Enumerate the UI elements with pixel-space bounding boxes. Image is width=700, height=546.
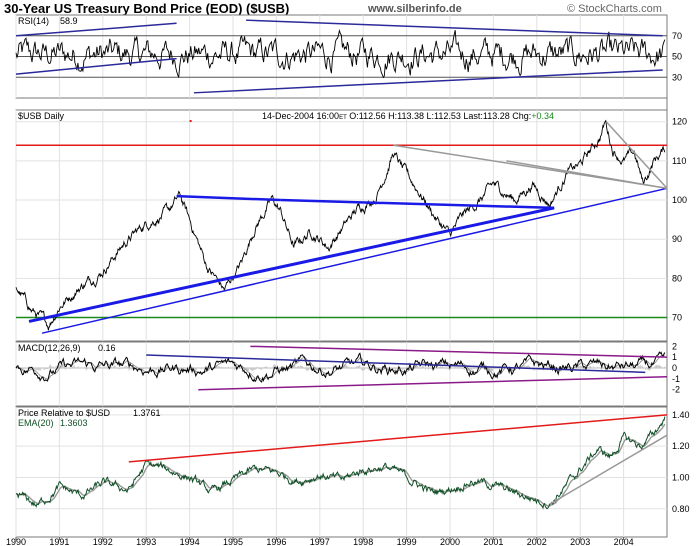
macd-trendline	[198, 375, 668, 391]
ema-value: 1.3603	[60, 418, 88, 428]
price-trendline	[176, 194, 281, 202]
price-trendline	[280, 198, 555, 210]
macd-tick-label: 2	[672, 341, 677, 351]
macd-tick-label: 0	[672, 363, 677, 373]
rsi-tick-label: 70	[672, 31, 682, 41]
price-tick-label: 100	[672, 195, 687, 205]
price-tick-label: 70	[672, 313, 682, 323]
rsi-trendline	[15, 22, 177, 37]
rsi-tick-label: 50	[672, 52, 682, 62]
x-tick-label: 2004	[614, 537, 634, 546]
price-tick-label: 80	[672, 273, 682, 283]
macd-tick-label: -2	[672, 385, 680, 395]
rsi-trendline	[245, 19, 663, 37]
info-high: H:113.38	[386, 111, 424, 121]
x-tick-label: 1991	[49, 537, 69, 546]
price-tick-label: 110	[672, 156, 686, 166]
x-tick-label: 1997	[310, 537, 330, 546]
rel-tick-label: 1.40	[672, 410, 690, 420]
rel-tick-label: 1.00	[672, 472, 690, 482]
x-tick-label: 1996	[266, 537, 286, 546]
macd-label: MACD(12,26,9)	[18, 343, 81, 353]
price-info-line: 14-Dec-2004 16:00ET O:112.56 H:113.38 L:…	[262, 111, 554, 121]
x-tick-label: 2003	[570, 537, 590, 546]
rel-line	[15, 416, 666, 510]
x-tick-label: 1998	[353, 537, 373, 546]
ema-label: EMA(20)	[18, 418, 54, 428]
price-label: $USB Daily	[18, 111, 65, 121]
macd-value: 0.16	[98, 343, 116, 353]
macd-trendline	[146, 354, 646, 374]
x-tick-label: 1990	[6, 537, 26, 546]
rel-value: 1.3761	[133, 408, 161, 418]
x-tick-label: 1994	[180, 537, 200, 546]
panel-frame-rel	[15, 406, 668, 538]
x-tick-label: 1995	[223, 537, 243, 546]
rel-label: Price Relative to $USD	[18, 408, 111, 418]
macd-tick-label: -1	[672, 374, 680, 384]
site-watermark: www.silberinfo.de	[368, 3, 462, 15]
price-trendline	[605, 121, 668, 189]
rel-tick-label: 1.20	[672, 441, 690, 451]
info-chg_label: Chg:	[510, 111, 532, 121]
x-tick-label: 2000	[440, 537, 460, 546]
rel-trendline	[128, 414, 668, 463]
price-line	[15, 119, 666, 331]
rsi-line	[15, 28, 666, 79]
price-trendline	[41, 187, 668, 334]
rsi-value: 58.9	[60, 16, 78, 26]
stockcharts-credit: © StockCharts.com	[567, 3, 662, 15]
rsi-trendline	[193, 69, 663, 94]
info-date: 14-Dec-2004 16:00	[262, 111, 339, 121]
info-chg-value: +0.34	[531, 111, 554, 121]
price-marker	[189, 120, 192, 122]
info-last: Last:113.28	[461, 111, 510, 121]
x-tick-label: 1999	[397, 537, 417, 546]
macd-tick-label: 1	[672, 352, 677, 362]
x-tick-label: 1992	[93, 537, 113, 546]
chart-title: 30-Year US Treasury Bond Price (EOD) ($U…	[4, 1, 290, 16]
x-tick-label: 1993	[136, 537, 156, 546]
info-low: L:112.53	[424, 111, 461, 121]
info-open: O:112.56	[347, 111, 386, 121]
rel-ema-line	[16, 423, 666, 507]
macd-trendline	[250, 345, 668, 358]
rsi-tick-label: 30	[672, 72, 682, 82]
rel-trendline	[549, 434, 668, 505]
price-tick-label: 90	[672, 234, 682, 244]
rsi-trendline	[15, 57, 177, 75]
info-tz: ET	[339, 115, 347, 121]
rel-tick-label: 0.80	[672, 504, 690, 514]
price-trendline	[28, 206, 555, 323]
x-tick-label: 2001	[483, 537, 503, 546]
x-tick-label: 2002	[527, 537, 547, 546]
price-trendline	[506, 160, 668, 190]
price-tick-label: 120	[672, 117, 687, 127]
rsi-label: RSI(14)	[18, 16, 49, 26]
